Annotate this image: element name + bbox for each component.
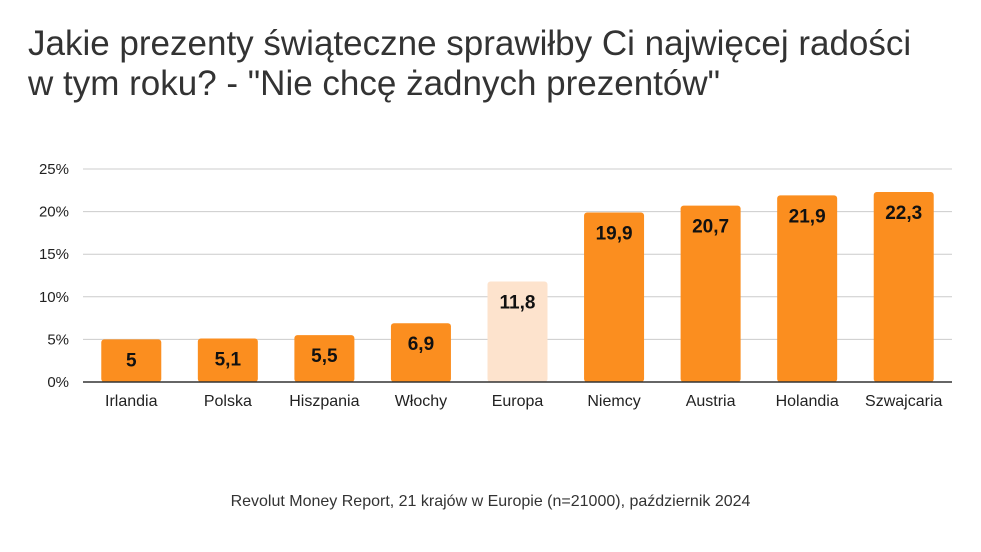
- y-tick-label: 25%: [39, 161, 69, 178]
- bar-szwajcaria: [873, 192, 934, 382]
- x-tick-label: Włochy: [395, 393, 447, 410]
- bar-austria: [680, 205, 741, 382]
- bar-włochy: [390, 323, 451, 382]
- bar-holandia: [777, 195, 838, 382]
- bar-polska: [197, 338, 258, 382]
- bar-chart: 0% 5% 10% 15% 20% 25% 5 5,1 5,5 6,9 11,8 19,9 20,7 2…: [39, 161, 952, 410]
- bar-hiszpania: [294, 335, 355, 382]
- x-tick-label: Szwajcaria: [865, 393, 942, 410]
- data-labels: 5 5,1 5,5 6,9 11,8 19,9 20,7 21,9 22,3: [126, 203, 922, 371]
- x-tick-label: Holandia: [776, 393, 839, 410]
- bars: [101, 192, 934, 382]
- x-tick-label: Niemcy: [587, 393, 640, 410]
- data-label: 20,7: [692, 217, 729, 238]
- bar-irlandia: [101, 339, 162, 382]
- data-label: 5,5: [311, 346, 338, 367]
- bar-niemcy: [584, 212, 645, 382]
- y-tick-label: 5%: [47, 331, 69, 348]
- data-label: 21,9: [789, 206, 826, 227]
- x-tick-label: Austria: [686, 393, 736, 410]
- chart-title: Jakie prezenty świąteczne sprawiłby Ci n…: [28, 24, 968, 104]
- source-note: Revolut Money Report, 21 krajów w Europi…: [230, 493, 751, 510]
- y-tick-label: 15%: [39, 246, 69, 263]
- chart-title-line-2: w tym roku? - "Nie chcę żadnych prezentó…: [28, 64, 721, 103]
- data-label: 6,9: [408, 334, 434, 355]
- chart-title-line-1: Jakie prezenty świąteczne sprawiłby Ci n…: [28, 24, 912, 63]
- data-label: 19,9: [596, 223, 633, 244]
- data-label: 22,3: [885, 203, 922, 224]
- data-label: 5: [126, 350, 137, 371]
- x-tick-label: Europa: [492, 393, 544, 410]
- y-tick-label: 0%: [47, 374, 69, 391]
- x-axis-ticks: Irlandia Polska Hiszpania Włochy Europa Niemc…: [105, 393, 942, 410]
- bar-europa: [487, 281, 548, 382]
- data-label: 11,8: [500, 292, 536, 313]
- y-tick-label: 10%: [39, 289, 69, 306]
- y-tick-label: 20%: [39, 204, 69, 221]
- x-tick-label: Irlandia: [105, 393, 158, 410]
- x-tick-label: Polska: [204, 393, 252, 410]
- x-tick-label: Hiszpania: [289, 393, 359, 410]
- y-axis-ticks: 0% 5% 10% 15% 20% 25%: [39, 161, 69, 391]
- data-label: 5,1: [215, 350, 242, 371]
